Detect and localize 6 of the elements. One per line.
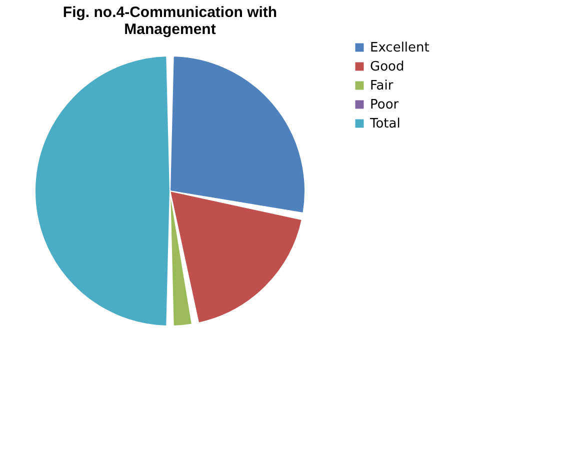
legend-label: Fair: [370, 78, 394, 94]
legend-label: Total: [369, 116, 400, 132]
legend-label: Poor: [370, 98, 400, 112]
legend-label: Good: [370, 60, 404, 74]
chart-title: Fig. no.4-Communication with Management: [62, 4, 278, 38]
legend-label: Excellent: [370, 40, 430, 56]
